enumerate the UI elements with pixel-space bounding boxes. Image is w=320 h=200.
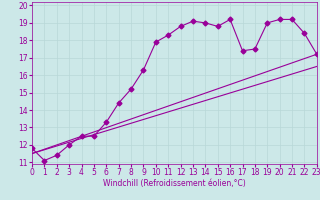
X-axis label: Windchill (Refroidissement éolien,°C): Windchill (Refroidissement éolien,°C) [103, 179, 246, 188]
